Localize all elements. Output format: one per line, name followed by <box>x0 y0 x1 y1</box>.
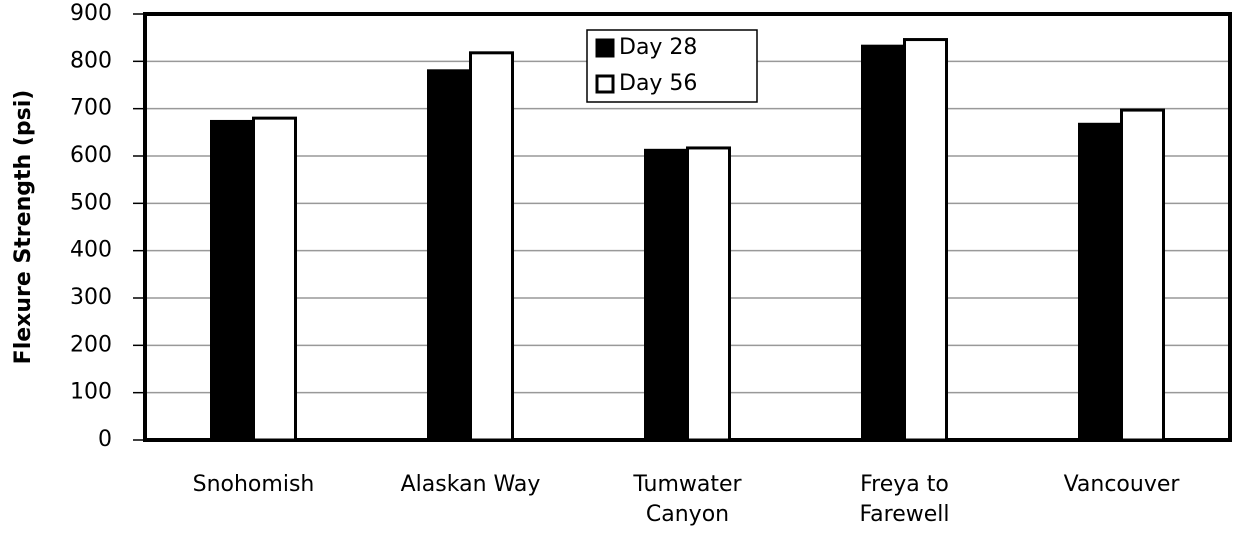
bar <box>469 51 514 442</box>
legend-label: Day 56 <box>619 71 697 96</box>
bar <box>644 148 689 442</box>
bar <box>903 38 948 442</box>
x-tick-label: Snohomish <box>192 472 315 497</box>
x-tick-label: Vancouver <box>1063 472 1180 497</box>
y-tick-label: 800 <box>70 48 112 73</box>
legend-label: Day 28 <box>619 35 697 60</box>
y-tick-label: 500 <box>70 190 112 215</box>
y-tick-label: 600 <box>70 143 112 168</box>
bar <box>1120 108 1165 442</box>
legend-swatch <box>595 74 615 94</box>
y-tick-label: 900 <box>70 1 112 26</box>
bar <box>210 119 255 442</box>
legend-swatch <box>595 38 615 58</box>
y-tick-label: 300 <box>70 285 112 310</box>
bar <box>252 116 297 442</box>
y-tick-label: 400 <box>70 238 112 263</box>
y-tick-label: 700 <box>70 96 112 121</box>
x-tick-label: Alaskan Way <box>400 472 541 497</box>
y-tick-label: 200 <box>70 332 112 357</box>
bar <box>1078 122 1123 442</box>
y-tick-label: 0 <box>98 427 112 452</box>
bar <box>861 44 906 442</box>
y-tick-label: 100 <box>70 380 112 405</box>
bar <box>686 146 731 442</box>
legend-box <box>586 29 758 103</box>
x-tick-label: Tumwater Canyon <box>633 472 742 527</box>
x-tick-label: Freya to Farewell <box>859 472 950 527</box>
bar <box>427 69 472 442</box>
y-axis-title: Flexure Strength (psi) <box>11 90 36 365</box>
